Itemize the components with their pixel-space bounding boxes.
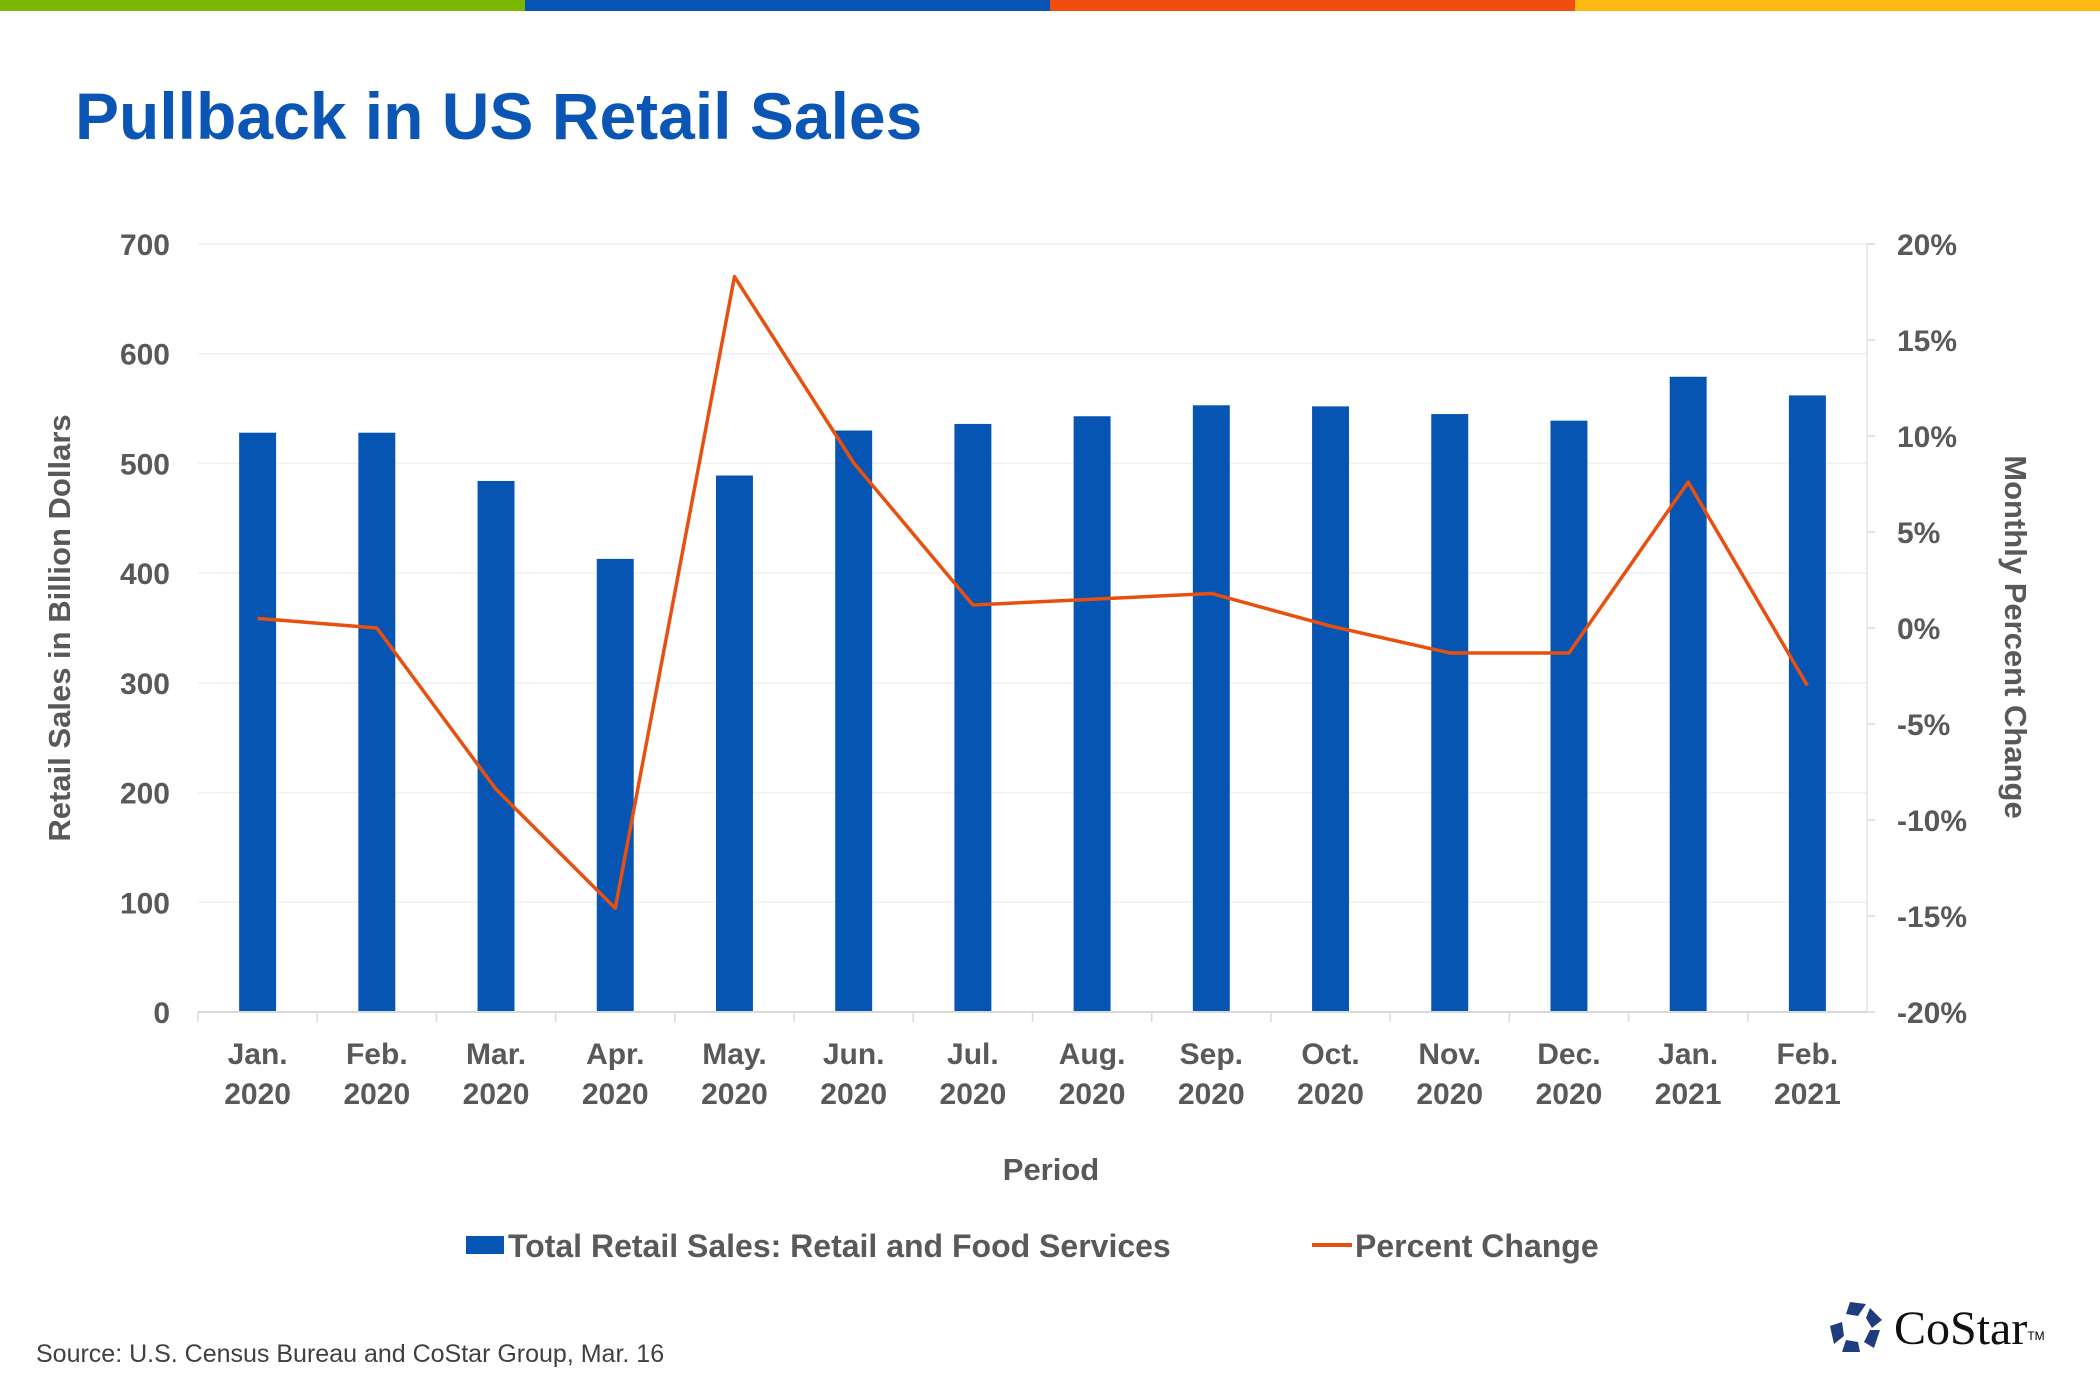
legend-line-label: Percent Change (1355, 1228, 1599, 1264)
stripe-orange (1050, 0, 1575, 11)
x-tick-label-year: 2020 (343, 1078, 410, 1111)
x-tick-label-year: 2020 (582, 1078, 649, 1111)
bar (477, 480, 515, 1012)
x-tick-label: Oct. (1301, 1038, 1359, 1071)
y-tick-label: 200 (120, 778, 170, 811)
x-tick-label-year: 2020 (940, 1078, 1007, 1111)
source-note: Source: U.S. Census Bureau and CoStar Gr… (36, 1340, 665, 1368)
y-tick-label: 300 (120, 668, 170, 701)
x-tick-label: Nov. (1418, 1038, 1481, 1071)
y-tick-label: 600 (120, 339, 170, 372)
bar (1073, 416, 1111, 1012)
y2-axis-title: Monthly Percent Change (1998, 455, 2033, 818)
x-tick-label: Jan. (228, 1038, 288, 1071)
y2-tick-label: 10% (1897, 421, 1957, 454)
stripe-yellow (1575, 0, 2100, 11)
x-tick-label: Jan. (1658, 1038, 1718, 1071)
logo-text: CoStar (1894, 1301, 2028, 1355)
x-tick-label-year: 2020 (1178, 1078, 1245, 1111)
page-title: Pullback in US Retail Sales (75, 79, 923, 153)
line-series (257, 274, 1809, 911)
top-color-stripe (0, 0, 2100, 11)
bar (1312, 406, 1350, 1012)
x-tick-label-year: 2020 (463, 1078, 530, 1111)
y-tick-label: 0 (153, 997, 170, 1030)
y2-tick-label: 0% (1897, 613, 1940, 646)
y2-tick-label: 20% (1897, 229, 1957, 262)
x-tick-label: Dec. (1537, 1038, 1600, 1071)
y-tick-label: 500 (120, 448, 170, 481)
y2-tick-label: -5% (1897, 709, 1950, 742)
x-tick-label-year: 2020 (1536, 1078, 1603, 1111)
stripe-green (0, 0, 525, 11)
y-tick-label: 100 (120, 887, 170, 920)
x-tick-label: May. (702, 1038, 766, 1071)
axes: 0 100 200 300 400 500 600 700 -20% -15% -10% -5% 0% 5… (120, 229, 1967, 1111)
costar-logo: CoStar TM (1828, 1300, 2045, 1356)
x-tick-label: Apr. (586, 1038, 644, 1071)
x-tick-label: Feb. (1777, 1038, 1839, 1071)
y2-tick-label: -10% (1897, 805, 1967, 838)
bar (1550, 420, 1588, 1012)
bar (1431, 414, 1469, 1012)
legend: Total Retail Sales: Retail and Food Serv… (466, 1228, 1599, 1264)
bar (715, 475, 753, 1012)
y2-tick-label: -15% (1897, 901, 1967, 934)
x-tick-label: Jun. (823, 1038, 885, 1071)
bar (596, 558, 634, 1012)
y2-tick-label: -20% (1897, 997, 1967, 1030)
bar (358, 432, 396, 1012)
y-tick-label: 700 (120, 229, 170, 262)
y-tick-label: 400 (120, 558, 170, 591)
x-tick-label-year: 2020 (701, 1078, 768, 1111)
logo-trademark: TM (2027, 1329, 2045, 1343)
bar (239, 432, 277, 1012)
x-tick-label-year: 2021 (1655, 1078, 1722, 1111)
x-tick-label-year: 2020 (1059, 1078, 1126, 1111)
percent-change-line (257, 274, 1809, 911)
bar (1669, 376, 1707, 1012)
x-tick-label: Sep. (1180, 1038, 1243, 1071)
x-tick-label-year: 2020 (224, 1078, 291, 1111)
y-axis-title: Retail Sales in Billion Dollars (42, 414, 77, 841)
bar-series (239, 376, 1826, 1013)
costar-star-icon (1830, 1302, 1882, 1352)
y2-tick-label: 15% (1897, 325, 1957, 358)
x-tick-label: Aug. (1059, 1038, 1126, 1071)
x-tick-label: Mar. (466, 1038, 526, 1071)
bar (1192, 405, 1230, 1012)
x-tick-label: Jul. (947, 1038, 999, 1071)
legend-bar-swatch (466, 1236, 504, 1254)
x-axis-title: Period (1003, 1152, 1099, 1187)
x-tick-label-year: 2020 (1416, 1078, 1483, 1111)
bar (1788, 395, 1826, 1012)
x-tick-label-year: 2020 (820, 1078, 887, 1111)
y2-tick-label: 5% (1897, 517, 1940, 550)
bar (954, 423, 992, 1013)
gridlines (198, 243, 1867, 904)
bar (835, 430, 873, 1012)
x-tick-label: Feb. (346, 1038, 408, 1071)
stripe-blue (525, 0, 1050, 11)
x-tick-label-year: 2020 (1297, 1078, 1364, 1111)
x-tick-label-year: 2021 (1774, 1078, 1841, 1111)
legend-bar-label: Total Retail Sales: Retail and Food Serv… (508, 1228, 1171, 1264)
